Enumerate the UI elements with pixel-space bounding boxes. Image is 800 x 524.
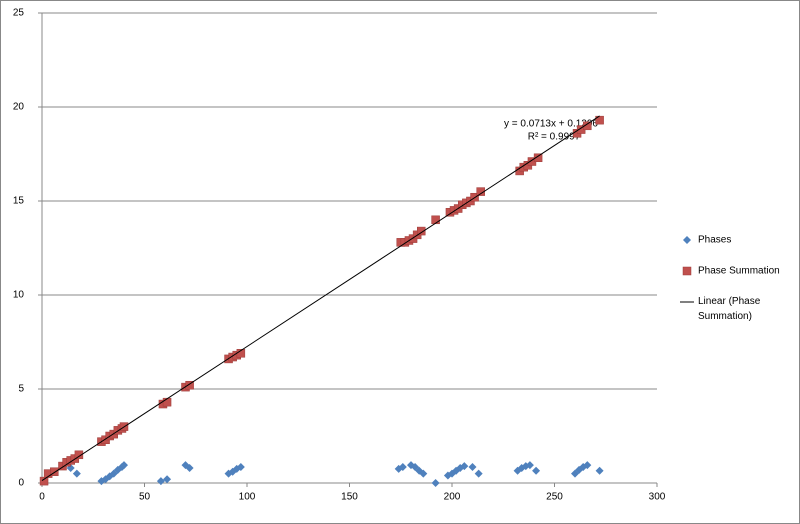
point [532, 466, 541, 475]
y-tick-label: 25 [13, 8, 25, 19]
point [156, 477, 165, 486]
legend-marker [683, 236, 691, 244]
point [120, 461, 128, 470]
trend-equation: y = 0.0713x + 0.1296 [504, 119, 598, 130]
trend-r2: R² = 0.9997 [528, 132, 581, 143]
point [39, 476, 49, 486]
point [72, 469, 81, 478]
x-tick-label: 0 [39, 492, 45, 503]
legend-marker [682, 266, 692, 276]
point [583, 461, 592, 470]
point [185, 380, 194, 390]
point [525, 461, 534, 470]
point [583, 121, 592, 131]
x-tick-label: 300 [649, 492, 666, 503]
x-tick-label: 250 [546, 492, 563, 503]
point [431, 479, 440, 487]
point [163, 475, 172, 484]
x-tick-label: 100 [239, 492, 256, 503]
y-tick-label: 20 [13, 102, 25, 113]
point [236, 463, 245, 472]
legend-label: Phase Summation [698, 266, 780, 277]
legend-label: Linear (Phase Summation) [698, 296, 761, 322]
point [533, 153, 543, 163]
point [74, 450, 84, 460]
point [50, 467, 59, 476]
trendline [41, 115, 600, 481]
point [474, 469, 483, 478]
point [460, 462, 469, 471]
y-tick-label: 15 [13, 196, 25, 207]
point [595, 466, 604, 475]
point [162, 397, 172, 407]
y-tick-label: 5 [18, 384, 24, 395]
legend-label: Phases [698, 235, 731, 246]
point [417, 226, 426, 236]
x-tick-label: 50 [139, 492, 151, 503]
y-tick-label: 0 [18, 478, 24, 489]
point [419, 469, 428, 478]
x-tick-label: 200 [444, 492, 461, 503]
x-tick-label: 150 [341, 492, 358, 503]
point [398, 463, 407, 472]
point [431, 215, 440, 225]
point [185, 463, 194, 472]
point [468, 463, 477, 472]
y-tick-label: 10 [13, 290, 25, 301]
